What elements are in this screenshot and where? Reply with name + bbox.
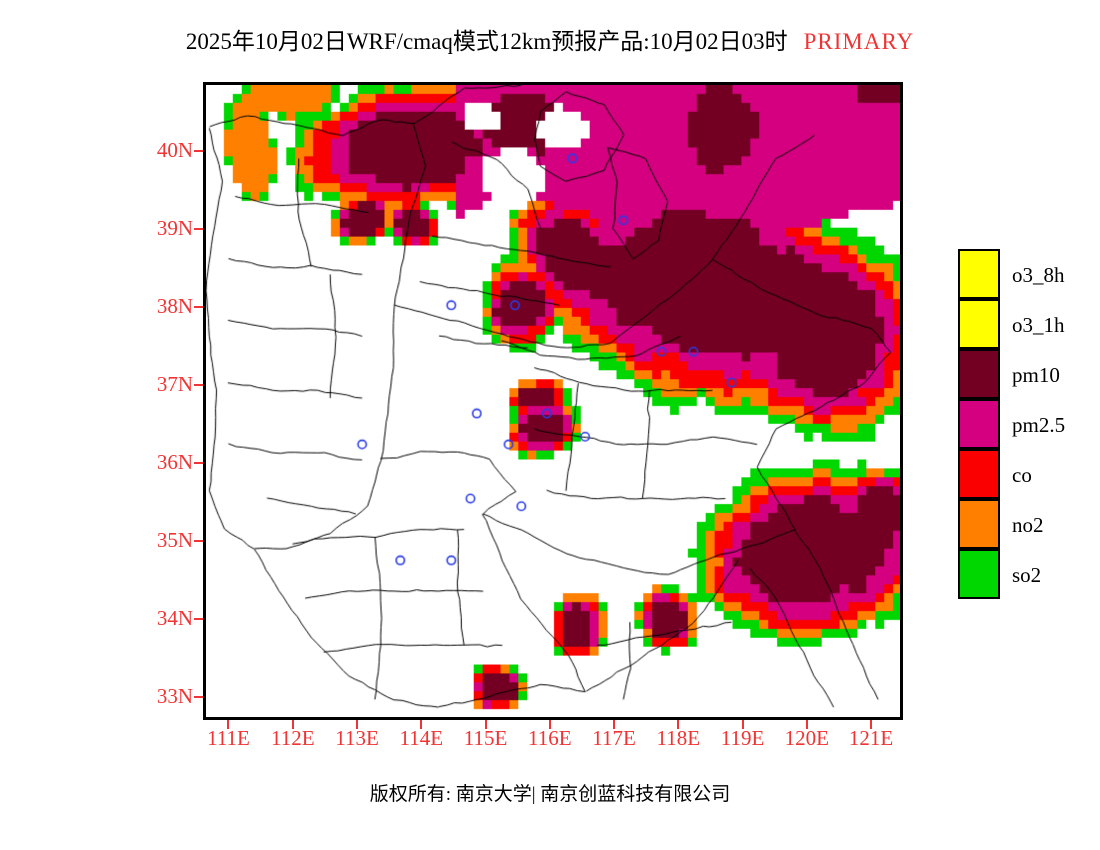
legend-item[interactable]: pm10 (958, 349, 1065, 400)
x-axis-label: 114E (399, 726, 444, 750)
y-axis-label: 38N (156, 294, 193, 319)
legend-color-swatch (958, 399, 1000, 449)
legend-color-swatch (958, 249, 1000, 299)
legend-item-label: o3_1h (1012, 312, 1065, 337)
y-axis-tick (194, 540, 203, 543)
legend-color-swatch (958, 299, 1000, 349)
x-axis-tick (613, 720, 616, 729)
legend-item-label: co (1012, 462, 1032, 487)
legend-item[interactable]: so2 (958, 549, 1065, 600)
y-axis-tick (194, 696, 203, 699)
y-axis-label: 37N (156, 372, 193, 397)
legend-item[interactable]: co (958, 449, 1065, 500)
y-axis-label: 34N (156, 606, 193, 631)
x-axis-label: 119E (720, 726, 765, 750)
legend-color-swatch (958, 499, 1000, 549)
copyright-footer: 版权所有: 南京大学| 南京创蓝科技有限公司 (369, 784, 731, 805)
x-axis-label: 111E (207, 726, 250, 750)
x-axis-tick (227, 720, 230, 729)
legend-item-label: no2 (1012, 512, 1044, 537)
x-axis-tick (741, 720, 744, 729)
legend-item-label: pm10 (1012, 362, 1060, 387)
legend-item-label: so2 (1012, 562, 1042, 587)
legend-item[interactable]: no2 (958, 499, 1065, 550)
administrative-borders-layer (206, 85, 900, 717)
x-axis-label: 117E (592, 726, 636, 750)
y-axis-label: 40N (156, 138, 193, 163)
x-axis-tick (484, 720, 487, 729)
legend-color-swatch (958, 549, 1000, 599)
legend-item[interactable]: pm2.5 (958, 399, 1066, 450)
x-axis-tick (870, 720, 873, 729)
x-axis-label: 121E (848, 726, 894, 750)
pollutant-legend: o3_8h o3_1h pm10 pm2.5 co no2 so2 (958, 249, 1066, 600)
x-axis-tick (420, 720, 423, 729)
x-axis-label: 112E (270, 726, 315, 750)
x-axis-label: 115E (463, 726, 508, 750)
y-axis-label: 35N (156, 528, 193, 553)
x-axis-label: 120E (784, 726, 829, 750)
y-axis-label: 39N (156, 216, 193, 241)
y-axis-tick (194, 618, 203, 621)
legend-item[interactable]: o3_1h (958, 299, 1065, 350)
legend-item-label: o3_8h (1012, 262, 1065, 287)
y-axis-label: 33N (156, 684, 193, 709)
legend-color-swatch (958, 349, 1000, 399)
title-primary-text: PRIMARY (803, 29, 915, 54)
legend-color-swatch (958, 449, 1000, 499)
x-axis-label: 118E (656, 726, 701, 750)
page-title: 2025年10月02日WRF/cmaq模式12km预报产品:10月02日03时 P… (0, 22, 1100, 56)
y-axis-tick (194, 228, 203, 231)
x-axis-tick (356, 720, 358, 729)
legend-item-label: pm2.5 (1012, 412, 1066, 437)
x-axis-label: 116E (528, 726, 572, 750)
title-main-text: 2025年10月02日WRF/cmaq模式12km预报产品:10月02日03时 (185, 29, 788, 54)
y-axis-tick (194, 384, 203, 387)
x-axis-tick (805, 720, 808, 729)
y-axis-tick (194, 306, 203, 309)
x-axis-tick (291, 720, 294, 729)
legend-item[interactable]: o3_8h (958, 249, 1065, 300)
x-axis-tick (548, 720, 551, 729)
y-axis-label: 36N (156, 450, 193, 475)
y-axis-tick (194, 150, 203, 153)
map-plot-area[interactable] (203, 82, 903, 720)
y-axis-tick (194, 462, 203, 465)
x-axis-label: 113E (335, 726, 379, 750)
x-axis-tick (677, 720, 680, 729)
